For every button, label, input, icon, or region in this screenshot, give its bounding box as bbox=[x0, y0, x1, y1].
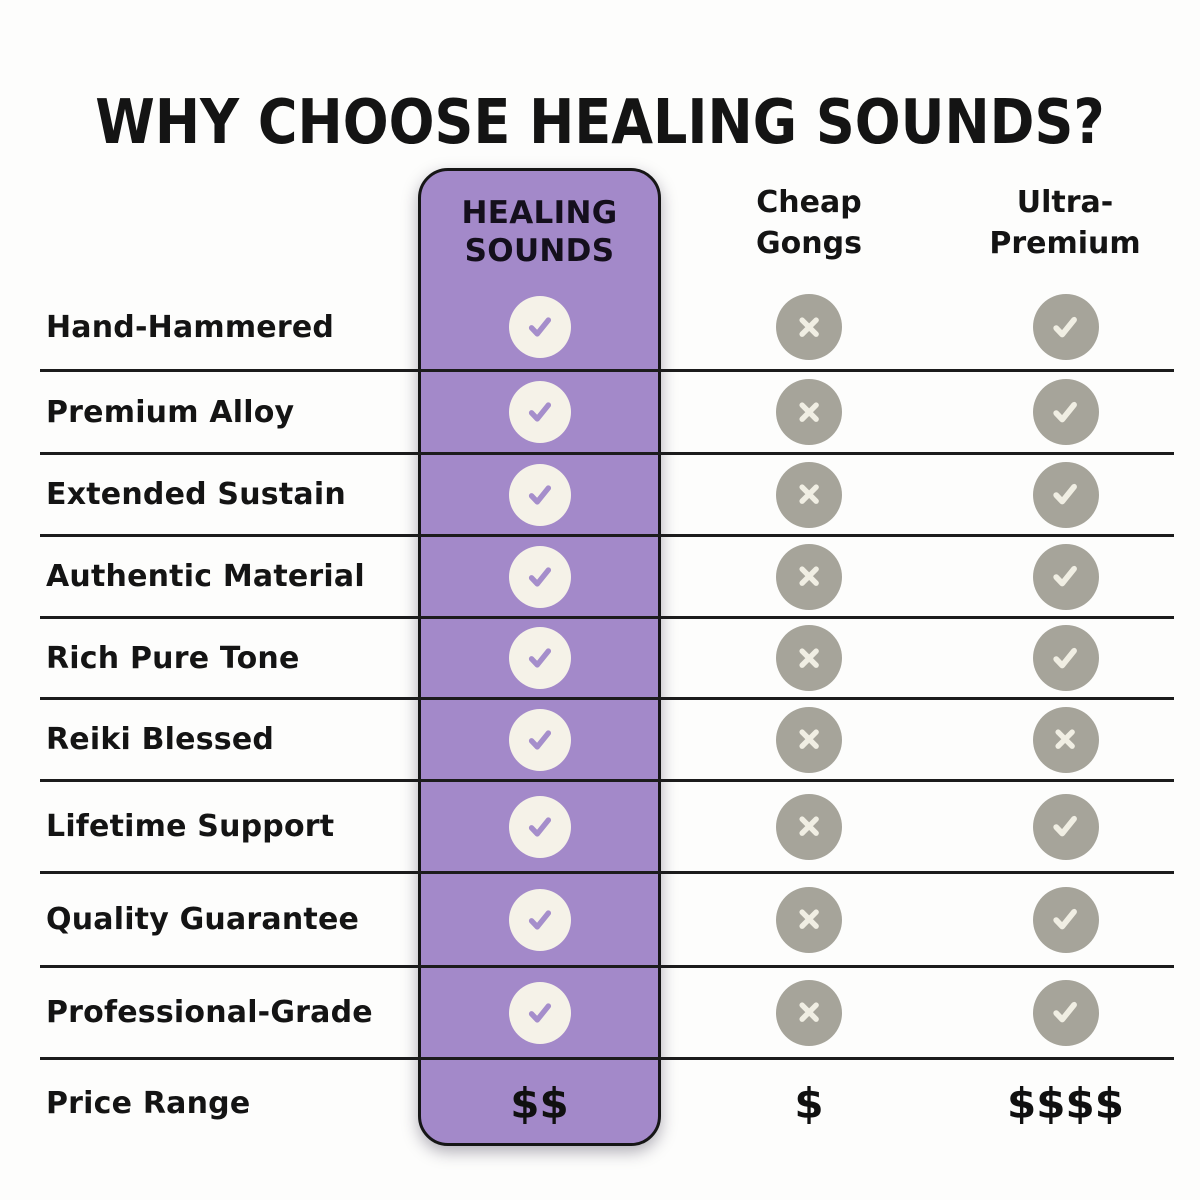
price-value: $$$$ bbox=[1007, 1078, 1124, 1128]
cell-healing-sounds bbox=[418, 455, 661, 534]
check-icon bbox=[1032, 379, 1099, 445]
cross-icon bbox=[776, 793, 842, 860]
check-icon bbox=[508, 463, 571, 526]
cross-icon bbox=[776, 461, 842, 528]
cell-cheap-gongs bbox=[661, 700, 957, 779]
cell-ultra-premium bbox=[957, 372, 1174, 452]
table-row: Premium Alloy bbox=[40, 372, 1174, 455]
cross-icon bbox=[776, 886, 842, 953]
row-label: Lifetime Support bbox=[46, 809, 335, 844]
column-header-ultra-premium: Ultra- Premium bbox=[989, 185, 1141, 261]
cell-ultra-premium bbox=[957, 537, 1174, 616]
check-icon bbox=[1032, 793, 1099, 860]
check-icon bbox=[508, 708, 571, 771]
cell-healing-sounds bbox=[418, 619, 661, 697]
row-label: Quality Guarantee bbox=[46, 902, 360, 937]
cell-cheap-gongs bbox=[661, 968, 957, 1057]
page-title: WHY CHOOSE HEALING SOUNDS? bbox=[95, 86, 1105, 158]
check-icon bbox=[508, 627, 571, 689]
row-label: Authentic Material bbox=[46, 559, 365, 594]
check-icon bbox=[508, 296, 571, 358]
cell-cheap-gongs bbox=[661, 619, 957, 697]
table-row: Reiki Blessed bbox=[40, 700, 1174, 782]
cell-healing-sounds bbox=[418, 285, 661, 369]
check-icon bbox=[1032, 979, 1099, 1046]
check-icon bbox=[1032, 625, 1099, 691]
cell-cheap-gongs bbox=[661, 455, 957, 534]
cell-ultra-premium bbox=[957, 700, 1174, 779]
comparison-table: Hand-Hammered Premium Alloy Extended Sus… bbox=[40, 285, 1174, 1146]
cross-icon bbox=[776, 625, 842, 691]
cell-ultra-premium bbox=[957, 874, 1174, 965]
table-row: Hand-Hammered bbox=[40, 285, 1174, 372]
table-row: Authentic Material bbox=[40, 537, 1174, 619]
cell-cheap-gongs: $ bbox=[661, 1060, 957, 1146]
row-label: Premium Alloy bbox=[46, 394, 295, 430]
cell-healing-sounds bbox=[418, 968, 661, 1057]
cell-healing-sounds bbox=[418, 700, 661, 779]
row-label: Hand-Hammered bbox=[46, 309, 335, 345]
price-value: $$ bbox=[510, 1078, 569, 1128]
check-icon bbox=[508, 545, 571, 608]
row-label: Reiki Blessed bbox=[46, 722, 275, 757]
check-icon bbox=[508, 795, 571, 858]
table-row: Extended Sustain bbox=[40, 455, 1174, 537]
cross-icon bbox=[776, 543, 842, 610]
cell-cheap-gongs bbox=[661, 537, 957, 616]
check-icon bbox=[508, 381, 571, 443]
check-icon bbox=[1032, 886, 1099, 953]
cell-ultra-premium bbox=[957, 782, 1174, 871]
row-label: Price Range bbox=[46, 1085, 251, 1121]
column-header-healing-sounds: HEALING SOUNDS bbox=[461, 195, 618, 269]
price-value: $ bbox=[794, 1078, 824, 1128]
cell-healing-sounds bbox=[418, 537, 661, 616]
cell-cheap-gongs bbox=[661, 372, 957, 452]
check-icon bbox=[508, 981, 571, 1044]
table-row: Quality Guarantee bbox=[40, 874, 1174, 968]
cell-cheap-gongs bbox=[661, 874, 957, 965]
cell-healing-sounds bbox=[418, 372, 661, 452]
cross-icon bbox=[776, 706, 842, 773]
row-label: Professional-Grade bbox=[46, 995, 373, 1030]
column-header-cheap-gongs: Cheap Gongs bbox=[756, 185, 862, 261]
check-icon bbox=[1032, 294, 1099, 360]
row-label: Extended Sustain bbox=[46, 477, 346, 512]
cell-healing-sounds bbox=[418, 782, 661, 871]
cell-cheap-gongs bbox=[661, 285, 957, 369]
row-label: Rich Pure Tone bbox=[46, 640, 300, 676]
cell-ultra-premium bbox=[957, 455, 1174, 534]
cross-icon bbox=[776, 979, 842, 1046]
cell-cheap-gongs bbox=[661, 782, 957, 871]
table-row: Professional-Grade bbox=[40, 968, 1174, 1060]
cell-ultra-premium bbox=[957, 285, 1174, 369]
cross-icon bbox=[776, 379, 842, 445]
cell-ultra-premium: $$$$ bbox=[957, 1060, 1174, 1146]
cross-icon bbox=[776, 294, 842, 360]
table-row: Rich Pure Tone bbox=[40, 619, 1174, 700]
cell-healing-sounds bbox=[418, 874, 661, 965]
cross-icon bbox=[1032, 706, 1099, 773]
table-row: Lifetime Support bbox=[40, 782, 1174, 874]
check-icon bbox=[1032, 461, 1099, 528]
check-icon bbox=[508, 888, 571, 951]
cell-ultra-premium bbox=[957, 619, 1174, 697]
check-icon bbox=[1032, 543, 1099, 610]
cell-healing-sounds: $$ bbox=[418, 1060, 661, 1146]
cell-ultra-premium bbox=[957, 968, 1174, 1057]
table-row: Price Range $$ $ $$$$ bbox=[40, 1060, 1174, 1146]
